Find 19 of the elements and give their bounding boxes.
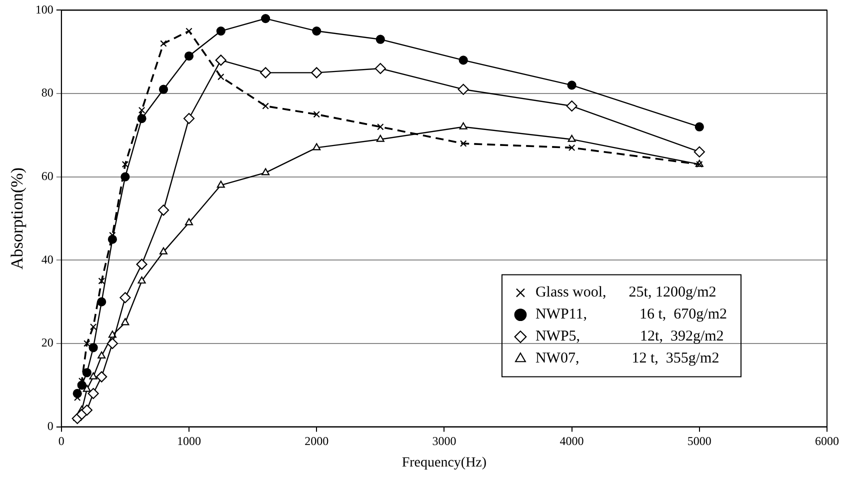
y-axis-title: Absorption(%): [8, 168, 27, 270]
legend-label: NW07, 12 t, 355g/m2: [535, 350, 720, 367]
x-tick-label: 2000: [304, 434, 329, 448]
x-tick-label: 5000: [687, 434, 712, 448]
y-tick-label: 20: [41, 336, 54, 350]
x-tick-label: 1000: [177, 434, 201, 448]
y-tick-label: 40: [41, 252, 54, 266]
x-tick-label: 4000: [560, 434, 584, 448]
x-tick-label: 0: [58, 434, 64, 448]
y-tick-label: 80: [41, 86, 54, 100]
y-tick-label: 60: [41, 168, 54, 183]
legend-label: Glass wool, 25t, 1200g/m2: [535, 284, 716, 301]
legend-label: NWP11, 16 t, 670g/m2: [535, 306, 728, 323]
y-tick-label: 0: [47, 418, 54, 433]
x-tick-label: 6000: [815, 434, 839, 448]
x-axis-title: Frequency(Hz): [402, 455, 487, 470]
y-tick-label: 100: [35, 2, 54, 16]
legend-label: NWP5, 12t, 392g/m2: [535, 328, 724, 345]
x-tick-label: 3000: [432, 434, 456, 448]
